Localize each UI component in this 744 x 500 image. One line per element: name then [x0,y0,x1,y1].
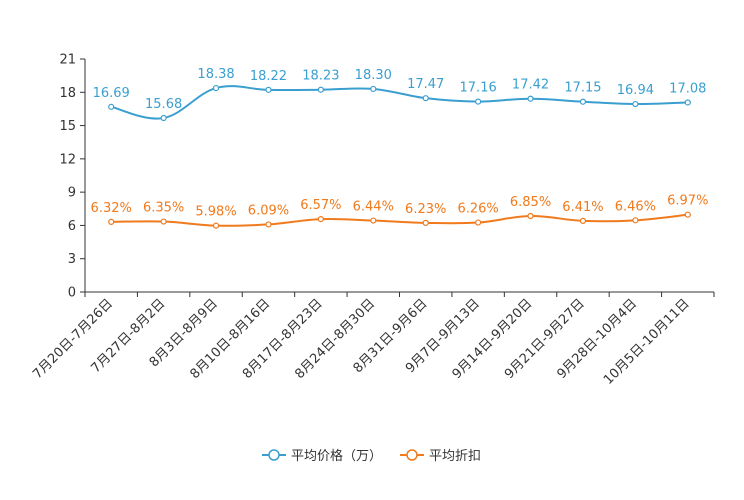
price-data-label: 15.68 [145,97,182,112]
discount-data-point[interactable] [475,219,482,226]
legend-circle-icon [268,449,280,461]
discount-data-point[interactable] [317,216,324,223]
discount-data-point[interactable] [212,222,220,229]
price-data-label: 16.69 [93,86,130,101]
series-lines [108,84,691,229]
price-data-label: 18.23 [302,69,339,84]
price-data-point[interactable] [632,100,639,108]
y-tick-label: 3 [68,252,76,267]
legend-item-price[interactable]: 平均价格（万） [262,448,382,464]
price-data-label: 18.22 [250,69,287,84]
price-data-label: 16.94 [617,83,654,98]
discount-data-point[interactable] [527,212,534,220]
price-data-point[interactable] [422,95,429,102]
y-tick-label: 6 [68,219,76,234]
price-data-label: 18.38 [197,67,234,82]
discount-data-label: 6.46% [615,199,656,214]
price-data-label: 17.42 [512,78,549,93]
discount-data-point[interactable] [579,217,587,224]
price-data-point[interactable] [317,86,324,93]
y-tick-label: 21 [59,53,76,68]
discount-data-label: 6.26% [457,202,498,217]
discount-data-label: 6.97% [667,194,708,209]
price-data-point[interactable] [160,114,167,122]
legend-label: 平均价格（万） [291,448,382,464]
price-data-point[interactable] [212,84,220,92]
discount-data-point[interactable] [684,211,691,218]
discount-data-point[interactable] [632,217,639,224]
discount-data-label: 6.44% [353,200,394,215]
y-tick-label: 9 [68,186,76,201]
price-data-label: 17.47 [407,77,444,92]
x-axis-ticks: 7月20日-7月26日7月27日-8月2日8月3日-8月9日8月10日-8月16… [30,292,715,388]
legend-label: 平均折扣 [429,449,481,464]
discount-data-point[interactable] [422,219,429,226]
y-tick-label: 12 [59,152,76,167]
legend[interactable]: 平均价格（万） 平均折扣 [262,448,481,464]
discount-data-label: 6.32% [91,201,132,216]
discount-data-label: 6.41% [562,200,603,215]
discount-data-label: 6.09% [248,203,289,218]
price-data-label: 17.08 [669,81,706,96]
discount-data-point[interactable] [265,221,272,228]
price-data-point[interactable] [527,95,534,102]
discount-series-line [111,213,688,227]
price-data-point[interactable] [108,103,115,110]
price-data-point[interactable] [265,86,272,93]
price-series-line [110,85,688,120]
data-labels: 16.69 15.68 18.38 18.22 18.23 18.30 17.47 17.16… [91,67,709,220]
y-axis-ticks: 0 3 6 9 12 15 18 21 [59,53,85,301]
discount-data-point[interactable] [108,218,115,225]
discount-data-label: 5.98% [195,205,236,220]
legend-circle-icon [406,449,418,461]
y-tick-label: 18 [59,86,76,101]
discount-data-label: 6.85% [510,195,551,210]
price-data-label: 17.16 [460,81,497,96]
price-data-point[interactable] [579,98,587,105]
legend-item-discount[interactable]: 平均折扣 [400,449,481,464]
discount-data-label: 6.35% [143,201,184,216]
price-data-point[interactable] [370,85,377,93]
discount-data-point[interactable] [160,218,167,225]
discount-data-label: 6.23% [405,202,446,217]
price-data-point[interactable] [475,98,482,105]
discount-data-point[interactable] [370,217,377,224]
price-data-point[interactable] [684,99,691,106]
price-data-label: 18.30 [355,68,392,83]
discount-data-label: 6.57% [300,198,341,213]
y-tick-label: 15 [59,119,76,134]
price-data-label: 17.15 [564,81,601,96]
y-tick-label: 0 [68,286,76,301]
